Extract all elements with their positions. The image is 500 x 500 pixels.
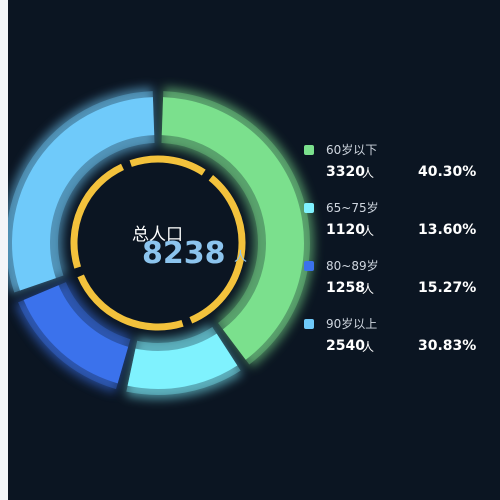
- legend-percent: 30.83%: [418, 338, 477, 354]
- legend-unit: 人: [362, 224, 375, 238]
- donut-slice-over-90[interactable]: [11, 97, 155, 291]
- legend-label: 90岁以上: [326, 317, 378, 331]
- inner-ring-arc: [129, 155, 206, 176]
- inner-ring-arc: [77, 274, 184, 331]
- donut-slice-80-89[interactable]: [23, 285, 129, 384]
- donut-slice-under-60[interactable]: [161, 97, 305, 360]
- legend-unit: 人: [362, 166, 375, 180]
- legend-label: 65~75岁: [326, 201, 379, 215]
- legend-item-80-89[interactable]: 80~89岁 1258 人 15.27%: [304, 258, 484, 302]
- total-population-value: 8238: [142, 236, 226, 271]
- inner-ring: [70, 155, 246, 331]
- legend-swatch: [304, 203, 314, 213]
- legend-unit: 人: [362, 340, 375, 354]
- legend-item-over-90[interactable]: 90岁以上 2540 人 30.83%: [304, 316, 484, 360]
- legend-count: 2540: [326, 338, 365, 354]
- donut-chart: [8, 87, 315, 399]
- legend-item-under-60[interactable]: 60岁以下 3320 人 40.30%: [304, 142, 484, 186]
- legend-swatch: [304, 261, 314, 271]
- legend-count: 3320: [326, 164, 365, 180]
- total-population-unit: 人: [234, 250, 248, 265]
- legend-item-65-75[interactable]: 65~75岁 1120 人 13.60%: [304, 200, 484, 244]
- donut-segments: [8, 91, 310, 395]
- legend-swatch: [304, 319, 314, 329]
- center-title: 总人口: [132, 225, 183, 245]
- donut-slice-65-75[interactable]: [127, 333, 238, 389]
- legend-unit: 人: [362, 282, 375, 296]
- inner-ring-arc: [189, 175, 246, 324]
- legend-label: 60岁以下: [326, 143, 378, 157]
- legend-percent: 15.27%: [418, 280, 477, 296]
- legend-swatch: [304, 145, 314, 155]
- inner-ring-arc: [70, 163, 125, 269]
- legend-percent: 13.60%: [418, 222, 477, 238]
- legend-count: 1258: [326, 280, 365, 296]
- chart-panel: 总人口 8238 人 60岁以下 3320 人 40.30% 65~75岁 11…: [8, 0, 500, 500]
- legend-percent: 40.30%: [418, 164, 477, 180]
- legend-label: 80~89岁: [326, 259, 379, 273]
- legend-count: 1120: [326, 222, 365, 238]
